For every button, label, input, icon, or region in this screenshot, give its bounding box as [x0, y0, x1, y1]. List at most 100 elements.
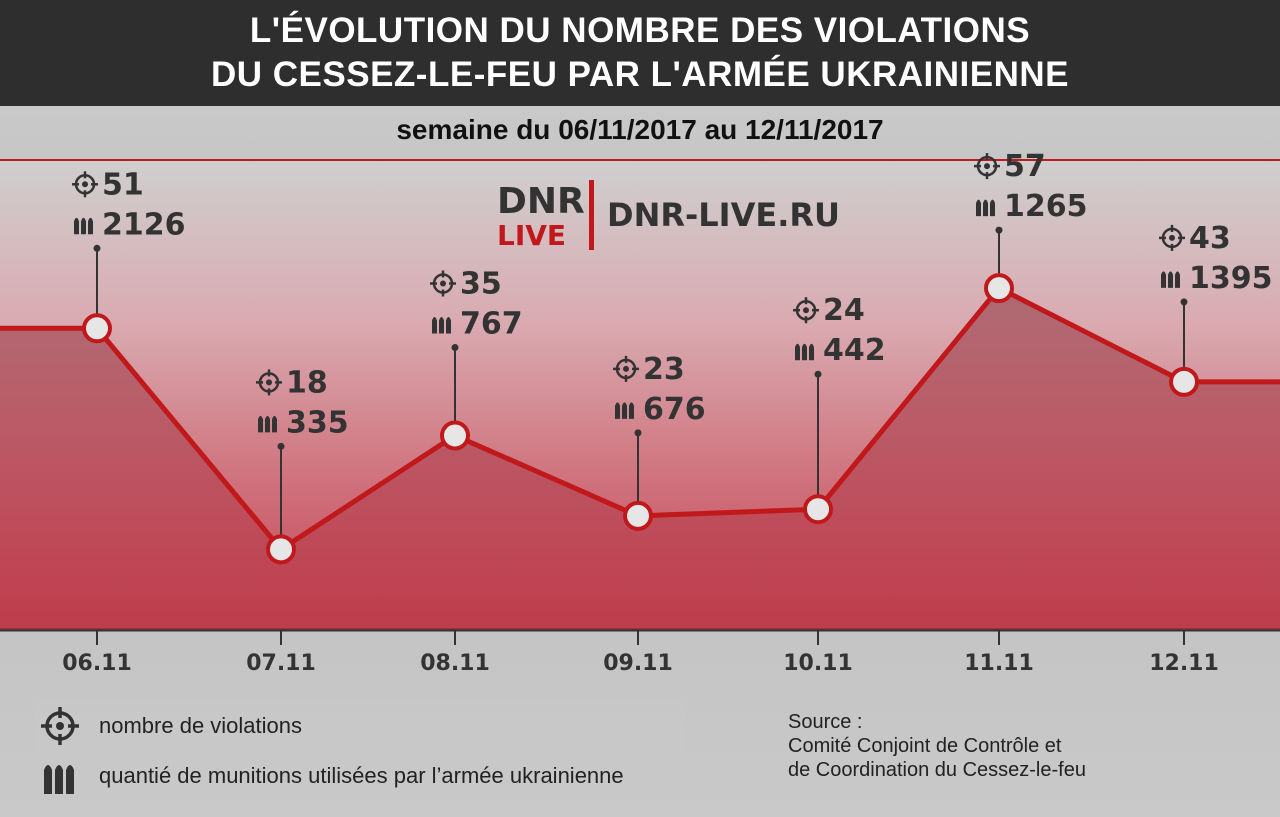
data-point	[440, 420, 470, 451]
annotation-stem-dot	[277, 442, 285, 450]
data-point	[266, 534, 296, 565]
x-tick-label: 07.11	[246, 651, 316, 676]
legend: nombre de violations quantié de munition…	[35, 700, 685, 805]
legend-item-ammo: quantié de munitions utilisées par l’arm…	[35, 756, 624, 796]
ammo-icon	[35, 756, 85, 796]
legend-label-ammo: quantié de munitions utilisées par l’arm…	[99, 763, 624, 788]
x-tick-label: 10.11	[783, 651, 853, 676]
x-tick-label: 12.11	[1149, 651, 1219, 676]
data-point	[803, 494, 833, 525]
ammo-value-label: 1395	[1189, 261, 1273, 296]
logo-divider	[589, 180, 594, 250]
crosshair-icon	[1159, 224, 1185, 251]
bullet-shape	[976, 199, 981, 217]
crosshair-icon	[613, 355, 639, 382]
crosshair-dot	[623, 365, 629, 372]
source-label: Source :	[788, 711, 863, 733]
legend-label-violations: nombre de violations	[99, 713, 303, 738]
x-tick-label: 11.11	[964, 651, 1034, 676]
bullet-shape	[795, 343, 800, 361]
logo: DNR LIVE DNR-LIVE.RU	[497, 180, 840, 252]
violations-value-label: 35	[460, 267, 502, 302]
bullet-shape	[272, 415, 277, 433]
logo-dnr-text: DNR	[497, 181, 585, 222]
crosshair-icon	[430, 270, 456, 297]
title-line-2: DU CESSEZ-LE-FEU PAR L'ARMÉE UKRAINIENNE	[211, 55, 1069, 94]
source-note: Source : Comité Conjoint de Contrôle et …	[788, 710, 1086, 782]
source-line-3: de Coordination du Cessez-le-feu	[788, 759, 1086, 781]
data-point	[1169, 366, 1199, 397]
bullet-shape	[1175, 271, 1180, 288]
annotation-stem-dot	[1180, 298, 1188, 306]
bullet-shape	[88, 217, 93, 235]
ammo-value-label: 442	[823, 333, 886, 368]
crosshair-icon	[256, 369, 282, 396]
bullet-shape	[809, 343, 814, 361]
ammo-icon	[74, 217, 93, 235]
bullet-shape	[990, 199, 995, 217]
bullet-shape	[74, 217, 79, 235]
crosshair-dot	[440, 280, 446, 287]
crosshair-icon	[72, 171, 98, 198]
crosshair-dot	[803, 307, 809, 314]
violations-value-label: 51	[102, 167, 144, 202]
ammo-value-label: 335	[286, 405, 349, 440]
logo-live-text: LIVE	[497, 219, 566, 252]
data-point	[623, 500, 653, 531]
legend-item-violations: nombre de violations	[35, 706, 302, 746]
crosshair-icon	[974, 153, 1000, 180]
data-point	[984, 273, 1014, 304]
bullet-shape	[1168, 271, 1173, 288]
bullet-shape	[1161, 271, 1166, 288]
bullet-shape	[432, 317, 437, 334]
annotation-stem-dot	[451, 344, 459, 351]
violations-value-label: 23	[643, 352, 685, 387]
crosshair-dot	[1169, 234, 1175, 241]
annotation-stem-dot	[634, 429, 642, 437]
ammo-icon	[432, 317, 451, 334]
bullet-shape	[615, 402, 620, 419]
crosshair-dot	[82, 181, 88, 188]
crosshair-dot	[984, 163, 990, 170]
x-tick-label: 08.11	[420, 651, 490, 676]
chart-marks: 51 2126 06.11 18 335 07.11 35 767 08.11 23 676 09.1…	[62, 149, 1272, 676]
violations-value-label: 57	[1004, 149, 1046, 184]
violations-value-label: 24	[823, 293, 865, 328]
ammo-icon	[795, 343, 814, 361]
area-fill	[0, 288, 1280, 630]
annotation-stem-dot	[93, 244, 101, 252]
crosshair-icon	[793, 297, 819, 324]
annotation-stem-dot	[995, 226, 1003, 234]
crosshair-icon	[35, 706, 85, 746]
bullet-shape	[802, 343, 807, 361]
crosshair-dot	[266, 379, 272, 386]
bullet-shape	[439, 317, 444, 334]
subtitle: semaine du 06/11/2017 au 12/11/2017	[396, 114, 884, 145]
logo-url-text: DNR-LIVE.RU	[607, 196, 840, 234]
data-point	[82, 313, 112, 344]
violations-value-label: 43	[1189, 221, 1231, 256]
bullet-shape	[265, 415, 270, 433]
title-line-1: L'ÉVOLUTION DU NOMBRE DES VIOLATIONS	[249, 11, 1031, 50]
ammo-value-label: 1265	[1004, 189, 1088, 224]
annotation-stem-dot	[814, 370, 822, 378]
bullet-shape	[258, 415, 263, 433]
ammo-icon	[615, 402, 634, 419]
bullet-shape	[622, 402, 627, 419]
ammo-value-label: 676	[643, 392, 706, 427]
ammo-icon	[258, 415, 277, 433]
ammo-value-label: 2126	[102, 207, 186, 242]
bullet-shape	[446, 317, 451, 334]
title-bar: L'ÉVOLUTION DU NOMBRE DES VIOLATIONS DU …	[0, 0, 1280, 106]
bullet-shape	[81, 217, 86, 235]
bullet-shape	[629, 402, 634, 419]
x-tick-label: 09.11	[603, 651, 673, 676]
source-line-2: Comité Conjoint de Contrôle et	[788, 735, 1062, 757]
ammo-value-label: 767	[460, 307, 523, 342]
violations-value-label: 18	[286, 365, 328, 400]
ammo-icon	[976, 199, 995, 217]
ammo-icon	[1161, 271, 1180, 288]
bullet-shape	[983, 199, 988, 217]
